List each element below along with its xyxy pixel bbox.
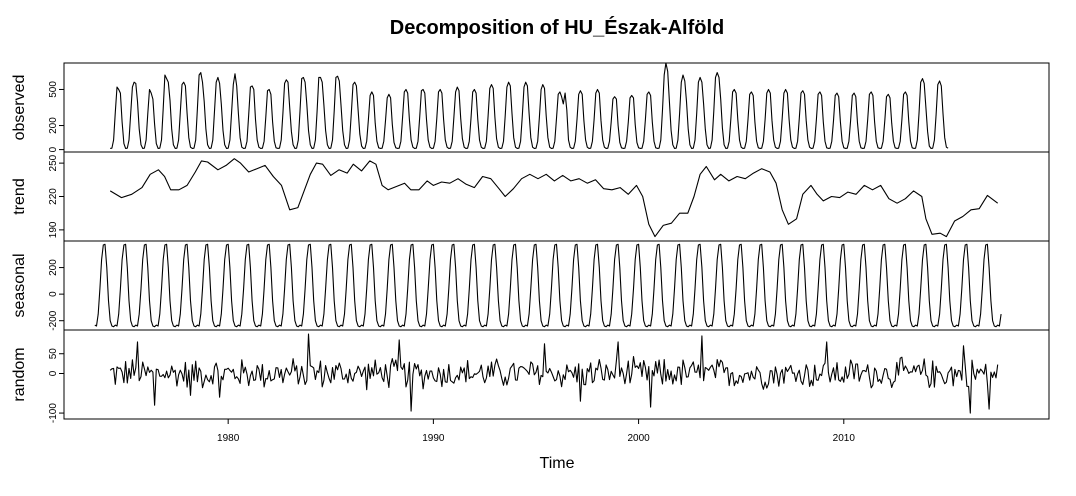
- panel-frame-random: [63, 329, 1050, 420]
- panel-frame-observed: [63, 62, 1050, 153]
- series-line-random: [109, 333, 999, 414]
- panel-ylabel-seasonal: seasonal: [11, 253, 28, 317]
- x-tick-label: 1980: [217, 433, 240, 444]
- x-tick-label: 2010: [833, 433, 856, 444]
- panel-ylabel-trend: trend: [11, 178, 28, 214]
- panel-random: -100 0 50 random: [11, 329, 1050, 423]
- panels: 0200500observed190220250trend-2000200sea…: [11, 62, 1050, 423]
- panel-frame-seasonal: [63, 240, 1050, 331]
- y-tick-label-observed: 200: [48, 117, 59, 134]
- panel-seasonal: -200 0 200 seasonal: [11, 240, 1050, 331]
- panel-observed: 0 200 500 observed: [11, 62, 1050, 153]
- panel-ylabel-random: random: [11, 347, 28, 401]
- chart-title: Decomposition of HU_Észak-Alföld: [390, 16, 724, 39]
- panel-trend: 190 220 250 trend: [11, 151, 1050, 242]
- y-tick-label-random: -100: [48, 403, 59, 423]
- series-line-trend: [109, 158, 999, 238]
- y-tick-label-trend: 220: [48, 188, 59, 205]
- x-tick-label: 1990: [422, 433, 445, 444]
- series-line-observed: [110, 62, 949, 149]
- y-tick-label-trend: 190: [48, 221, 59, 238]
- x-axis: 1980 1990 2000 2010: [217, 419, 855, 444]
- y-tick-label-observed: 0: [48, 146, 59, 152]
- y-tick-label-seasonal: 0: [48, 291, 59, 297]
- x-axis-label: Time: [540, 455, 575, 472]
- y-tick-label-seasonal: 200: [48, 259, 59, 276]
- y-tick-label-random: 50: [48, 348, 59, 360]
- y-tick-label-seasonal: -200: [48, 310, 59, 330]
- series-line-seasonal: [94, 243, 1002, 328]
- y-tick-label-trend: 250: [48, 154, 59, 171]
- y-tick-label-random: 0: [48, 370, 59, 376]
- y-tick-label-observed: 500: [48, 81, 59, 98]
- x-tick-label: 2000: [627, 433, 650, 444]
- panel-ylabel-observed: observed: [11, 75, 28, 141]
